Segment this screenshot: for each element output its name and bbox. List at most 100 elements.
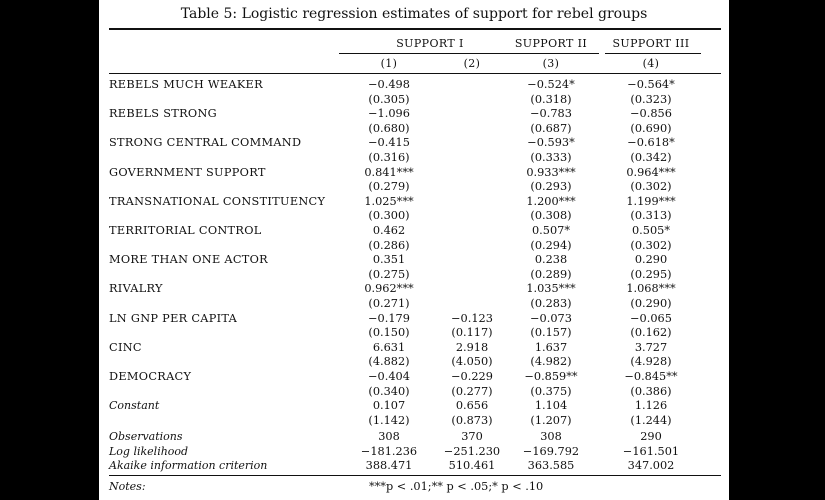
standard-error-value: (0.333) [530,150,572,164]
stat-value: −251.230 [443,444,501,458]
standard-error-value: (0.342) [630,150,672,164]
stat-value: 363.585 [527,459,575,473]
standard-error-value: (0.277) [451,384,493,398]
coefficient-value: −0.404 [368,370,410,383]
variable-label: STRONG CENTRAL COMMAND [109,136,302,150]
standard-error-value: (0.340) [368,384,410,398]
coefficient-value: −0.229 [451,370,493,383]
column-number: (4) [642,57,660,70]
variable-label: RIVALRY [109,282,163,296]
standard-error-value: (4.982) [530,355,572,369]
coefficient-value: 0.656 [455,399,489,413]
variable-label: MORE THAN ONE ACTOR [109,253,268,267]
stat-value: −181.236 [360,444,418,458]
variable-label: CINC [109,340,142,354]
coefficient-value: 1.199*** [626,194,676,208]
coefficient-value: 1.035*** [526,282,576,296]
coefficient-value: 1.126 [634,399,668,413]
coefficient-value: −0.856 [630,107,672,121]
coefficient-value: 0.238 [534,253,568,267]
stat-value: 370 [461,430,483,443]
standard-error-value: (0.375) [530,384,572,398]
coefficient-value: 1.104 [534,399,568,413]
coefficient-value: −0.618* [627,136,675,150]
coefficient-value: 0.462 [372,224,406,237]
standard-error-value: (0.271) [368,296,410,310]
standard-error-value: (0.300) [368,209,410,223]
regression-table-page: Table 5: Logistic regression estimates o… [99,0,729,500]
standard-error-value: (0.157) [530,326,572,340]
coefficient-value: 0.964*** [626,165,676,179]
stat-value: −161.501 [622,444,680,458]
coefficient-value: 2.918 [455,340,489,354]
standard-error-value: (0.318) [530,92,572,106]
standard-error-value: (0.295) [630,267,672,281]
coefficient-value: −1.096 [368,107,410,121]
standard-error-value: (1.207) [530,413,572,427]
table-title: Table 5: Logistic regression estimates o… [180,6,648,22]
column-number: (2) [463,57,481,70]
standard-error-value: (0.283) [530,296,572,310]
standard-error-value: (0.117) [451,326,493,340]
coefficient-value: −0.524* [527,78,575,91]
standard-error-value: (0.690) [630,121,672,135]
variable-label: Constant [109,399,160,413]
standard-error-value: (0.289) [530,267,572,281]
group-header: SUPPORT III [612,37,690,50]
coefficient-value: 3.727 [634,340,668,354]
group-underline [503,53,599,54]
standard-error-value: (0.294) [530,238,572,252]
standard-error-value: (0.308) [530,209,572,223]
stat-value: 290 [640,430,662,443]
coefficient-value: −0.179 [368,311,410,325]
stat-value: 308 [378,430,400,443]
standard-error-value: (4.882) [368,355,410,369]
variable-label: TERRITORIAL CONTROL [109,224,262,237]
standard-error-value: (0.323) [630,92,672,106]
variable-label: LN GNP PER CAPITA [109,311,238,325]
coefficient-value: −0.123 [451,311,493,325]
coefficient-value: −0.065 [630,311,672,325]
variable-label: DEMOCRACY [109,370,192,383]
coefficient-value: 0.290 [634,253,668,267]
coefficient-value: 1.200*** [526,194,576,208]
standard-error-value: (0.162) [630,326,672,340]
stats-rule [109,475,721,476]
stat-value: 308 [540,430,562,443]
coefficient-value: 0.507* [532,224,570,237]
coefficient-value: −0.498 [368,78,410,91]
coefficient-value: −0.859** [524,370,578,383]
stat-value: −169.792 [522,444,580,458]
stat-label: Akaike information criterion [109,459,268,473]
coefficient-value: 0.505* [632,224,670,237]
variable-label: REBELS STRONG [109,107,217,121]
standard-error-value: (0.302) [630,238,672,252]
standard-error-value: (0.286) [368,238,410,252]
top-rule [109,28,721,30]
notes-label: Notes: [109,480,146,493]
standard-error-value: (4.928) [630,355,672,369]
stat-label: Log likelihood [109,444,189,458]
standard-error-value: (1.142) [368,413,410,427]
coefficient-value: 6.631 [372,340,406,354]
coefficient-value: −0.073 [530,311,572,325]
standard-error-value: (4.050) [451,355,493,369]
coefficient-value: 0.962*** [364,282,414,296]
standard-error-value: (0.279) [368,180,410,194]
group-underline [605,53,701,54]
coefficient-value: 1.025*** [364,194,414,208]
coefficient-value: 0.841*** [364,165,414,179]
group-underline [339,53,521,54]
standard-error-value: (0.275) [368,267,410,281]
coefficient-value: 0.351 [372,253,406,267]
coefficient-value: 1.068*** [626,282,676,296]
coefficient-value: −0.845** [624,370,678,383]
variable-label: REBELS MUCH WEAKER [109,78,263,91]
standard-error-value: (0.386) [630,384,672,398]
standard-error-value: (0.680) [368,121,410,135]
standard-error-value: (0.873) [451,413,493,427]
stat-label: Observations [109,430,183,443]
stat-value: 388.471 [365,459,413,473]
stat-value: 347.002 [627,459,675,473]
column-number: (3) [542,57,560,70]
